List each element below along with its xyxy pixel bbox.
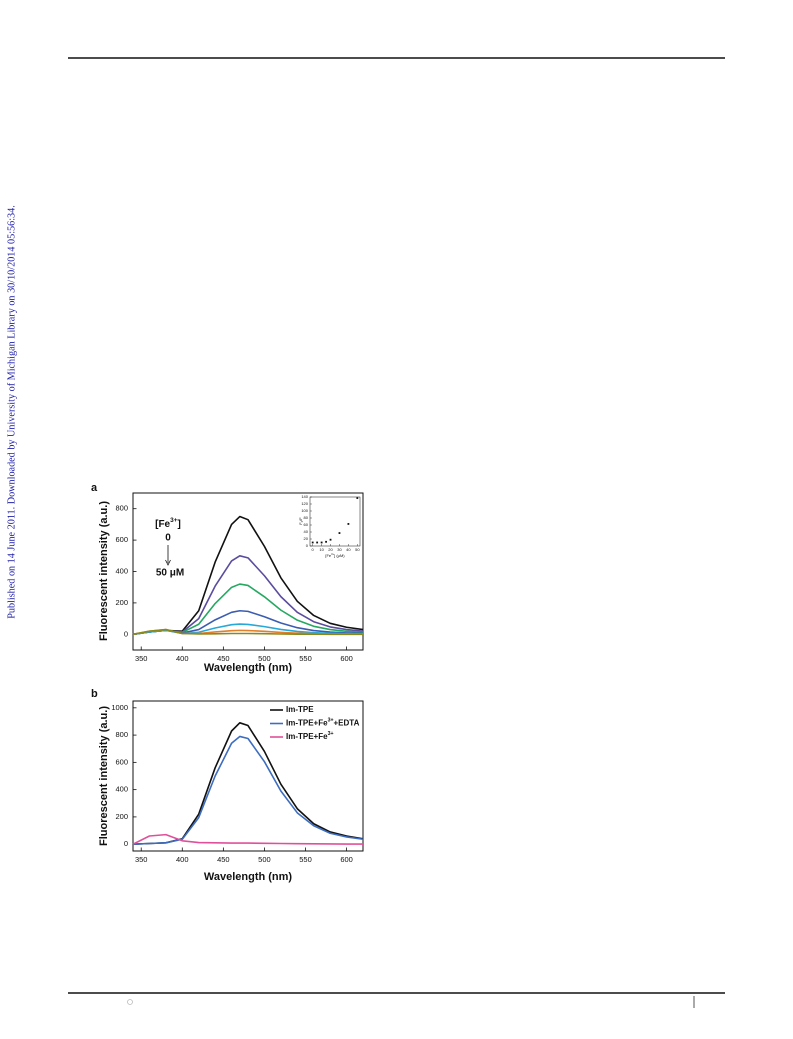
footer-mark bbox=[127, 999, 133, 1005]
x-tick-label: 600 bbox=[340, 654, 353, 663]
y-tick-label: 800 bbox=[115, 730, 128, 739]
y-tick-label: 120 bbox=[301, 501, 308, 506]
x-tick-label: 350 bbox=[135, 654, 148, 663]
annotation-start-part: ] bbox=[178, 519, 181, 530]
point bbox=[356, 497, 359, 499]
x-tick-label: 50 bbox=[355, 547, 360, 552]
x-axis-label: Wavelength (nm) bbox=[204, 871, 293, 883]
y-tick-label: 200 bbox=[115, 812, 128, 821]
plot-frame bbox=[132, 700, 364, 852]
series-line bbox=[132, 628, 363, 636]
point bbox=[338, 532, 341, 534]
y-axis-label: Fluorescent intensity (a.u.) bbox=[98, 706, 110, 846]
x-tick-label: 20 bbox=[328, 547, 333, 552]
inset-y-label-part: /F bbox=[298, 517, 303, 521]
y-tick-label: 140 bbox=[301, 494, 308, 499]
inset-y-label: F0/F bbox=[298, 517, 304, 525]
series-line bbox=[132, 722, 364, 845]
point bbox=[311, 541, 314, 544]
panel-label: b bbox=[91, 688, 98, 700]
y-axis-label: Fluorescent intensity (a.u.) bbox=[98, 501, 110, 641]
y-tick-label: 600 bbox=[115, 757, 128, 766]
x-tick-label: 0 bbox=[312, 547, 315, 552]
annotation-arrowhead bbox=[165, 559, 171, 566]
annotation-start-part: 3+ bbox=[170, 517, 178, 524]
y-tick-label: 100 bbox=[301, 508, 308, 513]
x-tick-label: 10 bbox=[319, 547, 324, 552]
annotation-to: 50 μM bbox=[156, 568, 184, 579]
x-tick-label: 400 bbox=[176, 654, 189, 663]
y-tick-label: 0 bbox=[124, 629, 128, 638]
point bbox=[320, 541, 323, 544]
y-tick-label: 20 bbox=[304, 536, 309, 541]
x-tick-label: 400 bbox=[176, 855, 189, 864]
legend-label: Im-TPE bbox=[286, 705, 314, 714]
x-axis-label: Wavelength (nm) bbox=[204, 662, 293, 674]
x-tick-label: 450 bbox=[217, 654, 230, 663]
inset-y-label-part: F bbox=[298, 522, 303, 525]
x-tick-label: 600 bbox=[340, 855, 353, 864]
inset-y-label-part: 0 bbox=[300, 520, 304, 522]
inset-x-label: [Fe3+] (μM) bbox=[325, 552, 345, 558]
x-tick-label: 350 bbox=[135, 855, 148, 864]
legend-label-part: 3+ bbox=[328, 731, 334, 737]
legend-label-part: Im-TPE+Fe bbox=[286, 719, 328, 728]
legend-label-part: +EDTA bbox=[334, 719, 360, 728]
legend-label-part: Im-TPE+Fe bbox=[286, 732, 328, 741]
annotation-start-part: [Fe bbox=[155, 519, 170, 530]
x-tick-label: 450 bbox=[217, 855, 230, 864]
y-tick-label: 0 bbox=[124, 839, 128, 848]
panel-label: a bbox=[91, 482, 98, 494]
y-tick-label: 60 bbox=[304, 522, 309, 527]
y-tick-label: 600 bbox=[115, 535, 128, 544]
point bbox=[347, 523, 350, 525]
x-tick-label: 500 bbox=[258, 654, 271, 663]
x-tick-label: 550 bbox=[299, 855, 312, 864]
point bbox=[316, 541, 319, 544]
x-tick-label: 550 bbox=[299, 654, 312, 663]
y-tick-label: 80 bbox=[304, 515, 309, 520]
inset-x-label-part: 3+ bbox=[331, 552, 334, 556]
plot-frame bbox=[309, 496, 361, 547]
y-tick-label: 40 bbox=[304, 529, 309, 534]
side-note: Published on 14 June 2011. Downloaded by… bbox=[6, 205, 17, 619]
y-tick-label: 1000 bbox=[111, 703, 128, 712]
legend-label-part: Im-TPE bbox=[286, 705, 314, 714]
y-tick-label: 800 bbox=[115, 504, 128, 513]
legend-label: Im-TPE+Fe3++EDTA bbox=[286, 718, 360, 728]
x-tick-label: 40 bbox=[346, 547, 351, 552]
series-line bbox=[132, 833, 363, 845]
x-tick-label: 500 bbox=[258, 855, 271, 864]
annotation-from: 0 bbox=[165, 533, 171, 544]
point bbox=[329, 538, 332, 541]
inset-x-label-part: [Fe bbox=[325, 553, 332, 558]
y-tick-label: 200 bbox=[115, 598, 128, 607]
legend-label-part: 3+ bbox=[328, 718, 334, 724]
x-tick-label: 30 bbox=[337, 547, 342, 552]
series-line bbox=[132, 735, 364, 845]
annotation-start: [Fe3+] bbox=[155, 517, 181, 529]
y-tick-label: 0 bbox=[306, 543, 309, 548]
legend-label: Im-TPE+Fe3+ bbox=[286, 731, 334, 741]
inset-x-label-part: ] (μM) bbox=[334, 553, 345, 558]
y-tick-label: 400 bbox=[115, 785, 128, 794]
point bbox=[325, 540, 327, 543]
y-tick-label: 400 bbox=[115, 566, 128, 575]
